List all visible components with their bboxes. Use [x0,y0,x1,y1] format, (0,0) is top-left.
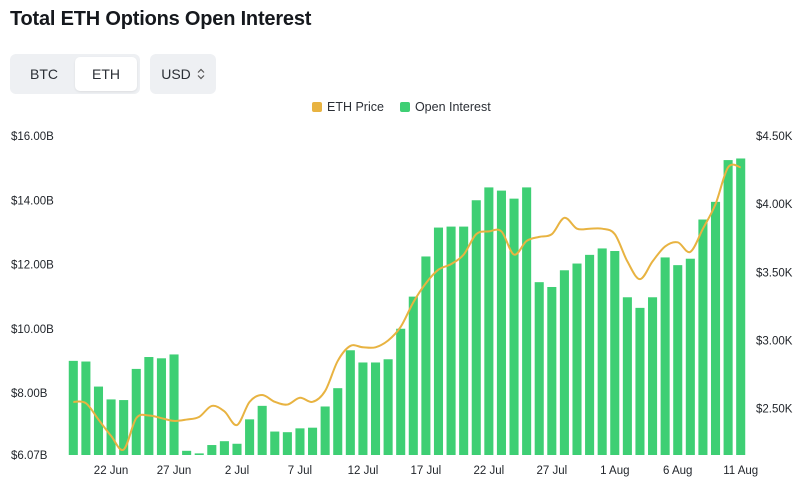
oi-bar[interactable] [68,360,78,455]
left-tick-label: $16.00B [11,131,54,143]
oi-bar[interactable] [182,450,192,455]
right-tick-label: $2.50K [756,404,793,416]
right-tick-label: $4.00K [756,199,793,211]
currency-select-value: USD [161,66,191,82]
oi-bar[interactable] [370,362,381,455]
oi-bar[interactable] [736,158,746,456]
oi-bar[interactable] [673,265,683,455]
legend-item-oi[interactable]: Open Interest [399,100,491,114]
oi-bar[interactable] [119,400,129,455]
oi-bar[interactable] [421,256,431,455]
oi-bar[interactable] [698,219,708,455]
oi-bar[interactable] [484,187,494,455]
left-tick-label: $6.07B [11,450,48,462]
price-line-group [73,163,741,452]
oi-bar[interactable] [295,428,305,455]
x-tick-label: 1 Aug [600,465,629,477]
oi-bar[interactable] [559,270,569,455]
oi-bar[interactable] [572,263,582,455]
page-title: Total ETH Options Open Interest [10,8,312,30]
bars-group [68,158,746,456]
oi-bar[interactable] [597,248,607,455]
right-tick-label: $4.50K [756,131,793,143]
legend-label-price: ETH Price [327,100,384,114]
x-tick-label: 27 Jun [157,465,192,477]
oi-bar[interactable] [194,453,204,455]
x-tick-label: 11 Aug [723,465,758,477]
oi-bar[interactable] [408,296,418,455]
oi-bar[interactable] [282,432,292,455]
oi-bar[interactable] [610,251,620,455]
oi-bar[interactable] [660,257,670,455]
oi-bar[interactable] [219,441,229,455]
oi-bar[interactable] [106,399,116,455]
right-tick-label: $3.00K [756,335,793,347]
oi-bar[interactable] [459,226,469,455]
asset-option-btc[interactable]: BTC [30,66,58,82]
oi-bar[interactable] [685,258,695,455]
right-tick-label: $3.50K [756,267,793,279]
chart-legend: ETH Price Open Interest [312,100,491,114]
legend-label-oi: Open Interest [414,100,491,114]
oi-bar[interactable] [635,307,645,455]
left-tick-label: $8.00B [11,388,48,400]
legend-swatch-oi [399,102,410,112]
oi-bar[interactable] [81,361,91,455]
asset-toggle[interactable]: BTC ETH [10,54,140,94]
oi-bar[interactable] [433,227,444,455]
oi-bar[interactable] [585,254,595,455]
x-tick-label: 22 Jun [94,465,129,477]
x-tick-label: 22 Jul [474,465,505,477]
x-tick-label: 7 Jul [288,465,312,477]
oi-bar[interactable] [207,445,217,455]
oi-bar[interactable] [320,406,330,455]
oi-bar[interactable] [534,282,544,455]
left-tick-label: $14.00B [11,195,54,207]
left-axis: $6.07B $8.00B $10.00B $12.00B $14.00B $16.00B [11,131,54,462]
asset-option-eth[interactable]: ETH [75,57,137,91]
left-tick-label: $10.00B [11,324,54,336]
oi-bar[interactable] [169,354,179,455]
legend-swatch-price [312,102,322,112]
oi-bar[interactable] [245,419,255,455]
oi-bar[interactable] [471,200,481,455]
left-tick-label: $12.00B [11,260,54,272]
chevron-up-down-icon [197,68,205,80]
x-tick-label: 2 Jul [225,465,249,477]
x-axis: 22 Jun 27 Jun 2 Jul 7 Jul 12 Jul 17 Jul 22 Jul… [94,465,758,477]
oi-bar[interactable] [509,198,519,455]
oi-bar[interactable] [710,201,721,455]
right-axis: $2.50K $3.00K $3.50K $4.00K $4.50K [756,131,793,416]
oi-bar[interactable] [383,359,393,455]
oi-bar[interactable] [232,443,242,455]
oi-bar[interactable] [396,328,406,455]
legend-item-price[interactable]: ETH Price [312,100,384,114]
oi-bar[interactable] [257,405,267,455]
oi-bar[interactable] [496,190,506,456]
oi-bar[interactable] [446,226,456,455]
oi-bar[interactable] [723,160,733,455]
oi-bar[interactable] [345,350,355,455]
oi-bar[interactable] [547,286,557,455]
currency-select[interactable]: USD [150,54,216,94]
oi-bar[interactable] [270,431,280,455]
oi-bar[interactable] [156,358,166,455]
oi-bar[interactable] [308,427,318,455]
oi-bar[interactable] [622,297,632,455]
oi-bar[interactable] [144,357,154,455]
oi-bar[interactable] [648,297,658,455]
eth-price-line[interactable] [73,163,741,452]
oi-bar[interactable] [333,388,343,455]
x-tick-label: 27 Jul [536,465,567,477]
oi-bar[interactable] [358,362,368,455]
x-tick-label: 6 Aug [663,465,692,477]
oi-bar[interactable] [131,368,141,455]
x-tick-label: 12 Jul [348,465,379,477]
x-tick-label: 17 Jul [411,465,442,477]
oi-bar[interactable] [522,187,532,455]
